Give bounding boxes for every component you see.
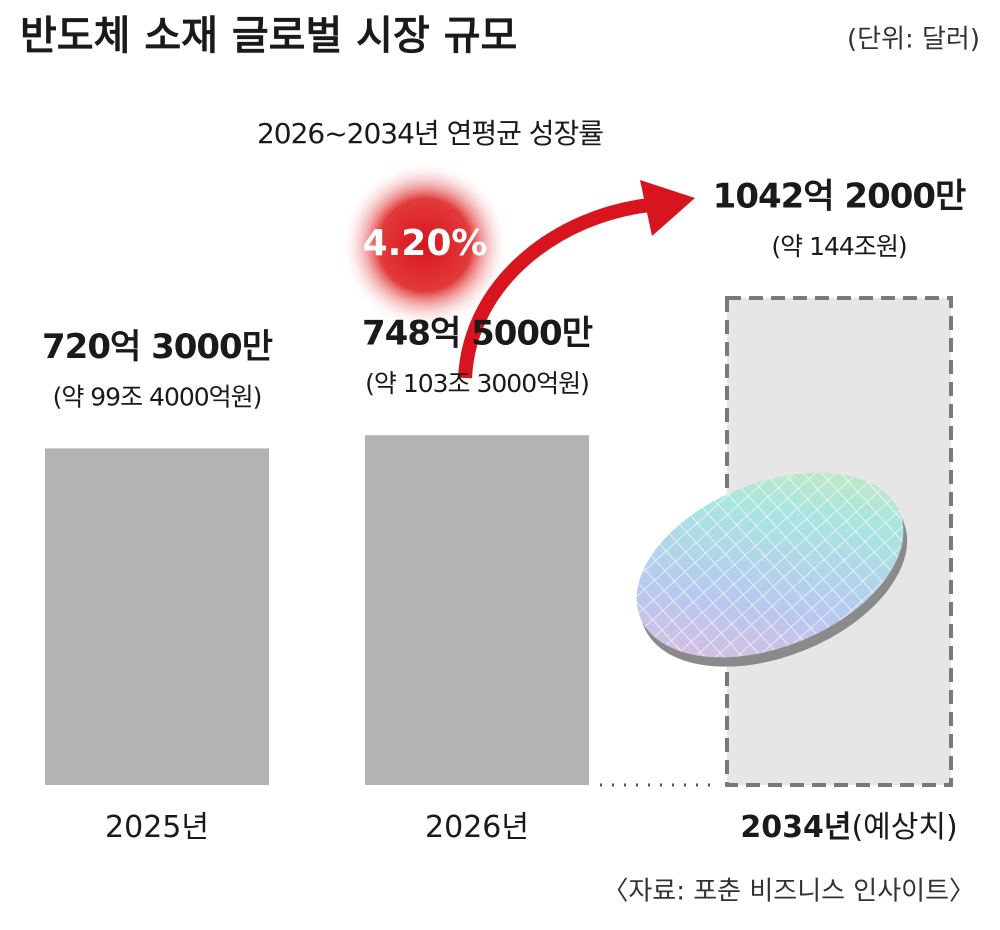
- unit-note: (단위: 달러): [847, 25, 980, 55]
- bars: [45, 296, 953, 787]
- sub-label: (약 103조 3000억원): [365, 369, 589, 398]
- bar: [365, 435, 589, 785]
- chart-title: 반도체 소재 글로벌 시장 규모: [20, 13, 517, 59]
- growth-arrow: [458, 198, 651, 379]
- value-label: 1042억 2000만: [713, 177, 966, 217]
- source: 〈자료: 포춘 비즈니스 인사이트〉: [602, 877, 975, 907]
- category: 2034년: [740, 810, 851, 845]
- value-label: 748억 5000만: [362, 314, 593, 354]
- growth-label: 2026~2034년 연평균 성장률: [257, 117, 603, 150]
- value-label: 720억 3000만: [42, 327, 273, 367]
- x-tick-label: 2034년(예상치): [740, 810, 957, 845]
- x-tick-label: 2025년: [105, 810, 209, 845]
- sub-label: (약 99조 4000억원): [53, 382, 262, 411]
- growth: 4.20%: [341, 161, 509, 329]
- category: 2025년: [105, 810, 209, 845]
- wafer: [636, 472, 908, 667]
- sub-label: (약 144조원): [771, 232, 906, 261]
- category-note: (예상치): [851, 810, 957, 845]
- x-tick-label: 2026년: [425, 810, 529, 845]
- arrow-head: [640, 180, 695, 236]
- category: 2026년: [425, 810, 529, 845]
- growth-glow: [341, 161, 509, 329]
- growth-value: 4.20%: [363, 223, 488, 264]
- bar: [45, 448, 269, 785]
